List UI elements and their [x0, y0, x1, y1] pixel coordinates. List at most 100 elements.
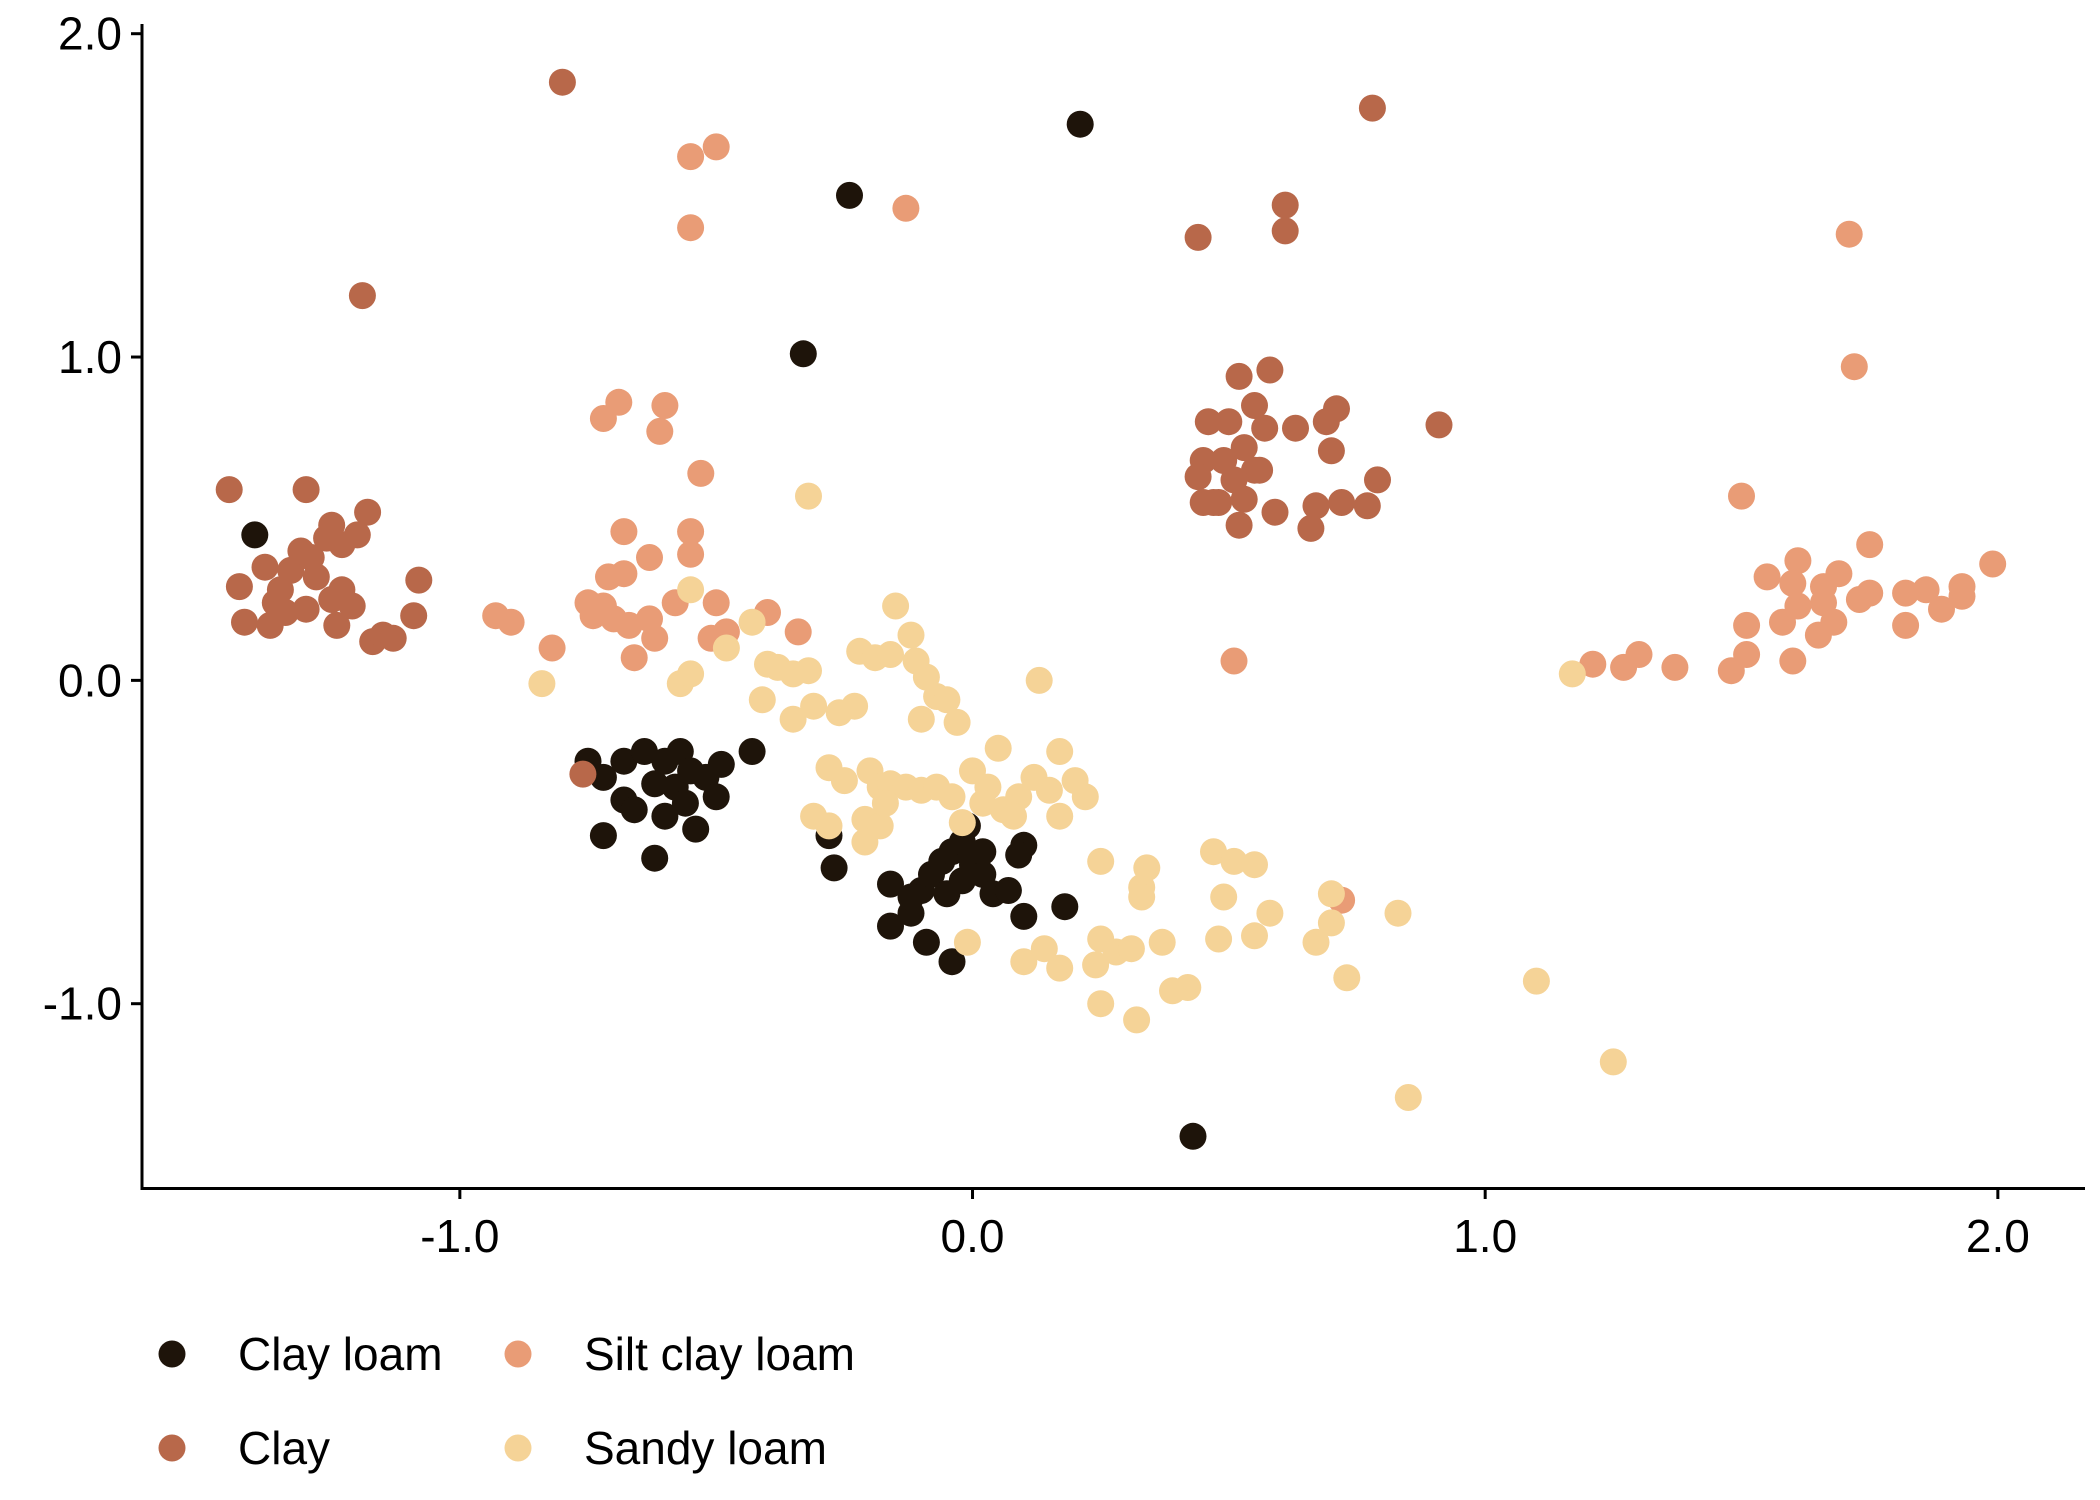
point-clay-17	[302, 563, 330, 591]
point-clay-11	[251, 553, 279, 581]
legend-item-clay: Clay	[158, 1422, 330, 1474]
y-ticks: -1.0 0.0 1.0 2.0	[43, 8, 142, 1030]
point-sandy-loam-47	[1071, 783, 1099, 811]
y-tick-label: -1.0	[43, 978, 122, 1030]
point-silt-clay-loam-47	[1804, 621, 1832, 649]
point-sandy-loam-48	[1046, 802, 1074, 830]
point-silt-clay-loam-43	[1769, 608, 1796, 636]
point-clay-48	[1184, 463, 1212, 491]
point-sandy-loam-76	[1117, 935, 1145, 963]
point-clay-37	[1225, 362, 1253, 390]
point-clay-loam-7	[610, 747, 638, 775]
point-silt-clay-loam-14	[636, 544, 663, 571]
point-sandy-loam-85	[953, 928, 981, 956]
point-sandy-loam-68	[1333, 964, 1361, 992]
point-sandy-loam-81	[1087, 990, 1115, 1018]
point-sandy-loam-60	[1128, 883, 1156, 911]
point-clay-loam-6	[589, 763, 617, 791]
point-sandy-loam-88	[1394, 1084, 1422, 1111]
point-silt-clay-loam-12	[677, 518, 705, 546]
point-clay-loam-16	[738, 738, 766, 765]
point-sandy-loam-4	[528, 670, 556, 698]
point-clay-loam-22	[702, 783, 730, 811]
point-silt-clay-loam-7	[605, 388, 633, 416]
point-sandy-loam-71	[1205, 925, 1233, 953]
point-silt-clay-loam-0	[677, 143, 705, 171]
legend-label-sandy-loam: Sandy loam	[584, 1422, 827, 1474]
point-silt-clay-loam-39	[1856, 531, 1884, 559]
legend-marker-sandy-loam	[504, 1434, 532, 1462]
legend-item-silt-clay-loam: Silt clay loam	[504, 1328, 855, 1380]
legend-marker-silt-clay-loam	[504, 1340, 532, 1368]
point-sandy-loam-0	[795, 482, 822, 510]
point-silt-clay-loam-11	[610, 518, 638, 546]
point-sandy-loam-78	[1010, 948, 1038, 976]
legend-marker-clay	[158, 1434, 186, 1462]
y-tick-label: 1.0	[58, 331, 122, 383]
point-silt-clay-loam-4	[1835, 220, 1863, 248]
legend: Clay loam Clay Silt clay loam Sandy loam	[158, 1328, 855, 1474]
x-tick-label: 0.0	[941, 1210, 1005, 1262]
point-clay-loam-0	[241, 521, 269, 549]
x-tick-label: -1.0	[420, 1210, 499, 1262]
point-clay-54	[1261, 498, 1289, 526]
point-clay-62	[1200, 489, 1227, 516]
point-clay-35	[1194, 408, 1222, 436]
point-clay-52	[1323, 395, 1350, 423]
series-clay	[215, 68, 1453, 788]
point-silt-clay-loam-32	[497, 608, 525, 636]
point-silt-clay-loam-51	[1912, 576, 1940, 604]
point-clay-21	[343, 521, 371, 549]
point-clay-loam-45	[912, 928, 940, 956]
point-clay-50	[1282, 414, 1309, 442]
point-silt-clay-loam-63	[1625, 641, 1653, 668]
point-silt-clay-loam-1	[702, 133, 730, 161]
point-silt-clay-loam-5	[1840, 353, 1868, 381]
point-clay-34	[272, 599, 299, 626]
point-clay-loam-28	[877, 912, 904, 940]
point-clay-loam-43	[1005, 841, 1033, 869]
point-sandy-loam-44	[1035, 776, 1063, 804]
point-silt-clay-loam-8	[651, 392, 679, 419]
point-clay-loam-26	[820, 854, 848, 882]
point-clay-59	[1364, 466, 1391, 494]
point-sandy-loam-66	[1317, 880, 1345, 908]
point-silt-clay-loam-36	[1728, 482, 1755, 510]
point-clay-25	[338, 592, 366, 620]
point-clay-1	[348, 282, 376, 310]
point-clay-loam-1	[789, 340, 817, 368]
point-sandy-loam-86	[1522, 967, 1550, 995]
point-clay-loam-19	[651, 802, 679, 830]
point-sandy-loam-18	[877, 641, 904, 668]
point-sandy-loam-80	[1046, 954, 1074, 982]
x-ticks: -1.0 0.0 1.0 2.0	[420, 1188, 2030, 1262]
point-sandy-loam-25	[907, 705, 935, 733]
point-silt-clay-loam-25	[641, 624, 669, 652]
point-clay-5	[1184, 223, 1212, 251]
point-silt-clay-loam-21	[615, 611, 643, 639]
point-sandy-loam-70	[1384, 899, 1412, 927]
point-clay-loam-27	[877, 870, 904, 898]
point-silt-clay-loam-50	[1892, 579, 1920, 607]
point-sandy-loam-75	[1082, 951, 1110, 979]
point-clay-4	[1271, 217, 1299, 245]
point-sandy-loam-50	[815, 812, 843, 840]
point-clay-55	[1297, 514, 1325, 542]
point-sandy-loam-79	[1030, 935, 1058, 963]
point-clay-loam-41	[994, 877, 1022, 904]
point-sandy-loam-63	[1241, 851, 1268, 879]
point-clay-loam-48	[1051, 893, 1079, 921]
legend-item-sandy-loam: Sandy loam	[504, 1422, 827, 1474]
point-silt-clay-loam-10	[687, 459, 715, 487]
y-tick-label: 0.0	[58, 654, 122, 706]
point-clay-loam-46	[938, 948, 966, 976]
point-clay-loam-37	[948, 867, 976, 895]
point-sandy-loam-29	[830, 767, 858, 795]
point-clay-56	[1302, 492, 1330, 520]
point-clay-loam-40	[969, 838, 997, 866]
point-sandy-loam-69	[1302, 928, 1330, 956]
point-clay-loam-49	[897, 883, 925, 911]
point-clay-loam-24	[641, 844, 669, 872]
point-clay-38	[1241, 392, 1268, 419]
